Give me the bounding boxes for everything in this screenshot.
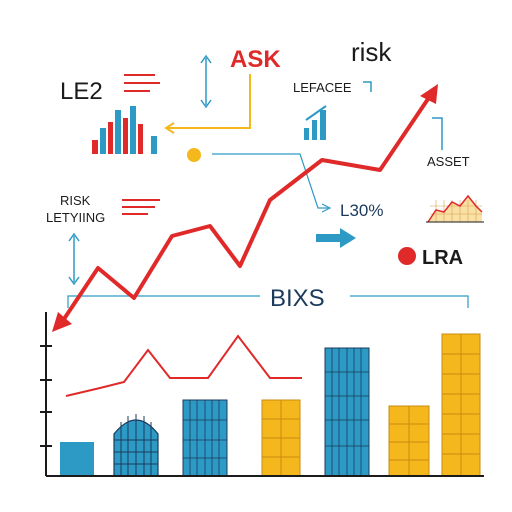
ask-label: ASK <box>230 46 281 73</box>
l30-label: L30% <box>340 201 383 220</box>
l30-connector <box>212 153 332 213</box>
thin-red-line <box>65 334 302 397</box>
lra-label: LRA <box>422 247 463 269</box>
letying-label: LETYIING <box>46 210 105 225</box>
bar-blue-2 <box>182 399 228 477</box>
bar-yellow-2 <box>388 405 430 477</box>
text-lines-icon <box>122 199 160 215</box>
bar-yellow-3 <box>441 333 481 477</box>
dot-icon <box>187 148 201 162</box>
asset-label: ASSET <box>427 154 470 169</box>
vertical-double-arrow-icon <box>68 232 80 286</box>
trend-line <box>52 84 438 332</box>
bar-chart-icon <box>92 106 157 154</box>
text-lines-icon <box>124 74 160 92</box>
bixs-bracket <box>67 295 469 308</box>
leface-bracket <box>363 81 372 92</box>
area-chart-icon <box>426 194 484 223</box>
risk-caps-label: RISK <box>60 193 91 208</box>
dot-icon <box>398 247 416 265</box>
bar-blue-3 <box>324 347 370 477</box>
bar-dome <box>113 414 159 477</box>
risk-label: risk <box>351 37 392 67</box>
trend-arrow-down <box>52 312 72 332</box>
leface-label: LEFACEE <box>293 80 352 95</box>
rising-bars-icon <box>304 105 327 140</box>
bixs-label: BIXS <box>270 285 325 312</box>
right-arrow-icon <box>316 228 356 248</box>
vertical-double-arrow-icon <box>200 54 212 109</box>
y-axis <box>40 312 52 476</box>
le2-label: LE2 <box>60 78 103 105</box>
ask-connector <box>164 74 251 134</box>
bar-blue-1 <box>60 442 94 476</box>
trend-arrow-up <box>420 84 438 104</box>
asset-bracket <box>432 117 443 150</box>
bar-yellow-1 <box>261 399 301 477</box>
